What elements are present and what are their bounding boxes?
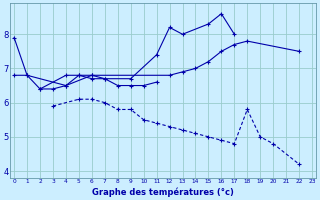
X-axis label: Graphe des températures (°c): Graphe des températures (°c) bbox=[92, 187, 234, 197]
